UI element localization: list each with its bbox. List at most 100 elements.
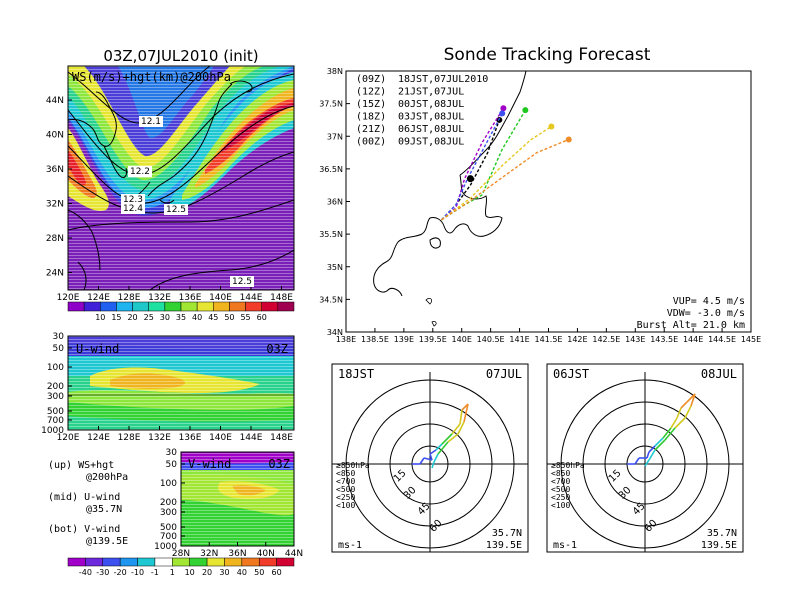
- bottom-colorbar-tick: -40: [79, 568, 92, 577]
- map-colorbar-tick: 50: [224, 313, 234, 322]
- v-p-tick-label: 300: [160, 508, 177, 518]
- map-colorbar-tick: 15: [111, 313, 121, 322]
- v-p-tick-label: 500: [160, 523, 177, 533]
- hodo-trace-segment: [680, 401, 688, 409]
- hodo-trace-segment: [429, 449, 437, 455]
- map-lat-tick-label: 32N: [46, 200, 64, 210]
- hodo-trace-segment: [459, 409, 463, 425]
- map-colorbar-swatch: [229, 301, 246, 312]
- track-legend-time: 06JST,08JUL: [398, 124, 464, 135]
- bottom-colorbar-tick: 20: [202, 568, 212, 577]
- map-panel-label: WS(m/s)+hgt(km)@200hPa: [72, 70, 231, 84]
- u-p-tick-label: 200: [47, 382, 64, 392]
- map-colorbar-swatch: [277, 301, 295, 312]
- track-lon-tick-label: 143.5E: [650, 335, 678, 344]
- track-lat-tick-label: 34.5N: [319, 295, 343, 304]
- map-lat-tick-label: 28N: [46, 234, 64, 244]
- map-colorbar-tick: 10: [95, 313, 105, 322]
- v-p-tick-label: 1000: [154, 542, 177, 552]
- hodo-right-title-right: 08JUL: [701, 367, 737, 381]
- u-lon-tick-label: 132E: [148, 433, 171, 443]
- map-lon-tick-label: 132E: [148, 293, 171, 303]
- hodo-trace-segment: [457, 421, 465, 435]
- track-lon-tick-label: 142E: [567, 335, 587, 344]
- u-p-tick-label: 30: [53, 332, 65, 342]
- map-lon-tick-label: 128E: [118, 293, 141, 303]
- track-series-line: [440, 119, 500, 221]
- map-lon-ticks: 120E 124E 128E 132E 136E 140E 144E 148E: [57, 286, 293, 303]
- map-colorbar-swatch: [261, 301, 279, 312]
- u-lon-ticks: 120E 124E 128E 132E 136E 140E 144E 148E: [57, 426, 293, 443]
- track-lon-tick-label: 139E: [394, 335, 414, 344]
- hodo-left-loc1: 35.7N: [492, 528, 522, 539]
- hodo-trace-segment: [435, 443, 443, 451]
- track-panel: 38N 37.5N 37N 36.5N 36N 35.5N 35N 34.5N 34N 138E…: [319, 67, 761, 344]
- bottom-colorbar-swatch: [224, 557, 243, 567]
- track-lat-tick-label: 35.5N: [319, 230, 343, 239]
- hodo-trace-segment: [437, 441, 449, 455]
- hodo-trace-segment: [447, 433, 459, 443]
- map-colorbar-swatch: [100, 301, 117, 312]
- v-wind-time: 03Z: [268, 457, 290, 471]
- map-colorbar-swatch: [67, 301, 85, 312]
- bottom-colorbar-swatch: [206, 557, 225, 567]
- map-lon-tick-label: 124E: [87, 293, 110, 303]
- hodo-right-loc1: 35.7N: [707, 528, 737, 539]
- bottom-colorbar-swatch: [258, 557, 277, 567]
- map-colorbar-swatch: [196, 301, 214, 312]
- param-burst-alt: Burst Alt= 21.0 km: [637, 320, 745, 331]
- u-lon-tick-label: 136E: [179, 433, 202, 443]
- bottom-colorbar-swatch: [172, 557, 190, 567]
- hodo-left-loc2: 139.5E: [486, 540, 522, 551]
- track-lines: [440, 105, 572, 221]
- map-colorbar-tick: 30: [160, 313, 170, 322]
- bottom-colorbar-tick: 50: [254, 568, 264, 577]
- bottom-colorbar-tick: 40: [237, 568, 247, 577]
- bottom-colorbar-tick: -10: [131, 568, 144, 577]
- hodo-trace-segment: [423, 457, 433, 461]
- track-lat-ticks: 38N 37.5N 37N 36.5N 36N 35.5N 35N 34.5N 34N: [319, 67, 350, 337]
- track-end-marker: [522, 107, 529, 114]
- u-p-tick-label: 1000: [41, 426, 64, 436]
- hodo-left-title-left: 18JST: [338, 367, 374, 381]
- track-legend-run: (12Z): [356, 87, 386, 98]
- track-lat-tick-label: 37N: [327, 132, 343, 141]
- hodo-trace-segment: [419, 457, 425, 465]
- bottom-colorbar: -40 -30 -20 -10 -1 1 10 20 30 40 50 60: [67, 557, 295, 577]
- map-lat-tick-label: 36N: [46, 165, 64, 175]
- hodo-legend-item: ≥850hPa: [551, 461, 585, 470]
- track-lon-ticks: 138E 138.5E 139E 139.5E 140E 140.5E 141E 141.5E…: [336, 328, 761, 344]
- bottom-colorbar-swatch: [119, 557, 138, 567]
- hodograph-right: 06JST 08JUL ms-1 35.7N 139.5E 15304560≥8…: [546, 363, 744, 553]
- hodo-trace-segment: [670, 417, 678, 429]
- track-lat-tick-label: 37.5N: [319, 100, 343, 109]
- track-lon-tick-label: 142.5E: [592, 335, 620, 344]
- hodo-legend-item: <700: [551, 477, 570, 486]
- bottom-colorbar-tick: 10: [185, 568, 195, 577]
- track-lat-tick-label: 34N: [327, 328, 343, 337]
- track-legend-time: 09JST,08JUL: [398, 137, 464, 148]
- hodo-trace-segment: [664, 427, 676, 441]
- track-legend-run: (15Z): [356, 99, 386, 110]
- map-colorbar-swatch: [83, 301, 101, 312]
- hodo-trace-segment: [654, 437, 664, 447]
- u-p-tick-label: 100: [47, 363, 64, 373]
- legend-up-line1: (up) WS+hgt: [48, 460, 114, 471]
- track-legend-time: 00JST,08JUL: [398, 99, 464, 110]
- hodo-legend-item: <700: [336, 477, 355, 486]
- contour-label-box: [121, 194, 145, 205]
- track-series-line: [441, 125, 552, 221]
- hodo-trace-segment: [676, 407, 682, 419]
- hodo-left-unit: ms-1: [338, 540, 362, 551]
- u-p-tick-label: 700: [47, 416, 64, 426]
- hodo-right-unit: ms-1: [553, 540, 577, 551]
- u-lon-tick-label: 124E: [87, 433, 110, 443]
- map-lon-tick-label: 140E: [209, 293, 232, 303]
- track-lon-tick-label: 138E: [336, 335, 356, 344]
- bottom-colorbar-tick: -30: [96, 568, 109, 577]
- hodo-legend-item: <250: [551, 493, 570, 502]
- bottom-colorbar-tick: 60: [272, 568, 282, 577]
